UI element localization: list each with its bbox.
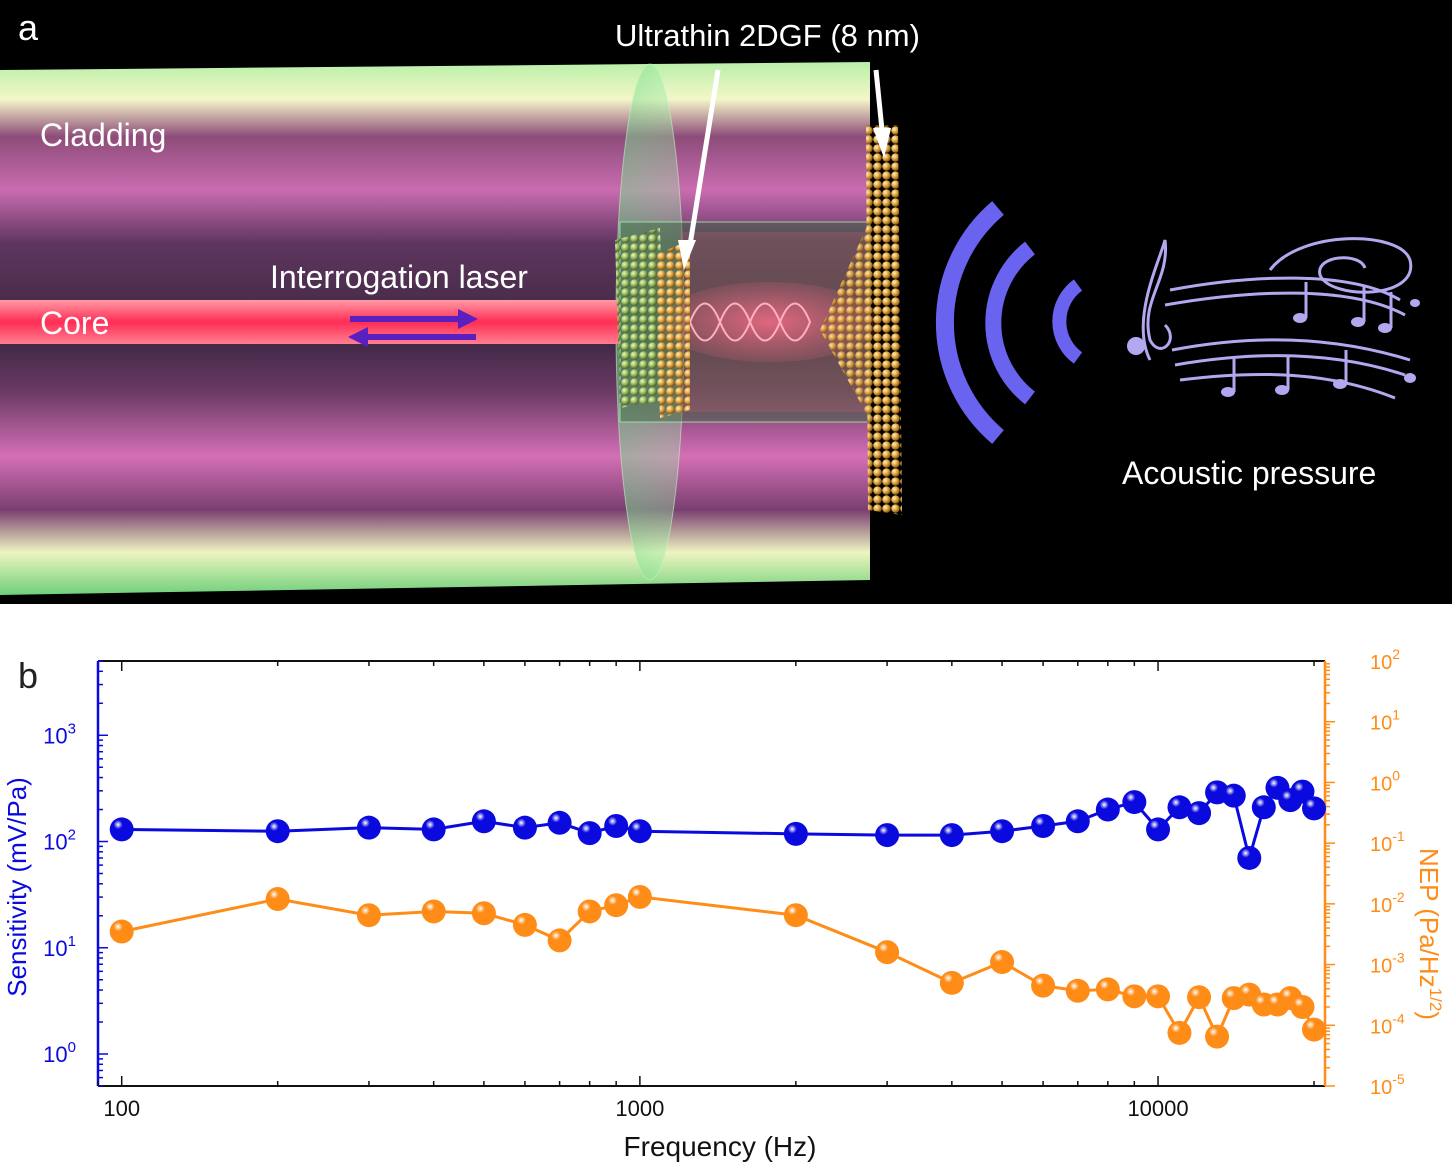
- y-left-tick-label: 102: [43, 827, 76, 855]
- nep-point: [1302, 1017, 1327, 1042]
- laser-interference-icon: [689, 302, 812, 342]
- x-tick-label: 100: [103, 1096, 140, 1121]
- sensitivity-point: [471, 809, 496, 834]
- nep-point: [1095, 977, 1120, 1002]
- laser-label: Interrogation laser: [270, 259, 528, 295]
- nep-point: [1167, 1020, 1192, 1045]
- sensitivity-point: [1187, 801, 1212, 826]
- laser-direction-arrows-icon: [348, 309, 478, 347]
- nep-point: [1122, 984, 1147, 1009]
- sensitivity-point: [356, 815, 381, 840]
- core-label: Core: [40, 305, 109, 341]
- nep-point: [547, 928, 572, 953]
- nep-point: [1146, 984, 1171, 1009]
- y-right-tick-label: 10-1: [1370, 828, 1405, 856]
- nep-line: [121, 895, 1316, 1041]
- y-right-tick-label: 10-4: [1370, 1010, 1405, 1038]
- graphene-film-icon: [866, 125, 902, 515]
- nep-point: [1065, 978, 1090, 1003]
- nep-point: [471, 901, 496, 926]
- sensitivity-point: [1237, 845, 1262, 870]
- y-right-tick-label: 101: [1370, 707, 1400, 735]
- graphene-film-inner-icon: [615, 228, 665, 408]
- sensitivity-point: [875, 823, 900, 848]
- sensitivity-point: [512, 815, 537, 840]
- nep-point: [990, 950, 1015, 975]
- nep-point: [265, 887, 290, 912]
- nep-point: [627, 884, 652, 909]
- panel-a-label: a: [18, 7, 39, 48]
- x-tick-label: 1000: [615, 1096, 664, 1121]
- x-tick-label: 10000: [1127, 1096, 1188, 1121]
- nep-point: [1187, 985, 1212, 1010]
- nep-point: [1031, 973, 1056, 998]
- graphene-label: Ultrathin 2DGF (8 nm): [615, 18, 920, 53]
- y-right-tick-label: 102: [1370, 646, 1400, 674]
- acoustic-label: Acoustic pressure: [1122, 455, 1376, 491]
- sensitivity-point: [1095, 797, 1120, 822]
- y-right-tick-label: 10-5: [1370, 1071, 1405, 1099]
- nep-point: [512, 912, 537, 937]
- sensitivity-point: [1146, 817, 1171, 842]
- sensitivity-point: [939, 823, 964, 848]
- nep-point: [604, 893, 629, 918]
- sensitivity-point: [990, 819, 1015, 844]
- nep-point: [939, 970, 964, 995]
- sensitivity-point: [627, 819, 652, 844]
- nep-point: [1290, 995, 1315, 1020]
- sensitivity-point: [1251, 795, 1276, 820]
- panel-b-chart: b 100 1000 10000 100 101 102 103 10-5 10-4 10-3 10…: [0, 604, 1452, 1175]
- sensitivity-nep-chart: b 100 1000 10000 100 101 102 103 10-5 10-4 10-3 10…: [2, 646, 1445, 1162]
- y-right-tick-label: 10-3: [1370, 950, 1405, 978]
- sensitivity-point: [1167, 795, 1192, 820]
- sensitivity-point: [109, 817, 134, 842]
- sound-wave-icon: [935, 201, 1083, 444]
- fiber-core: [0, 300, 620, 344]
- y-right-tick-label: 100: [1370, 767, 1400, 795]
- sensitivity-point: [1065, 809, 1090, 834]
- nep-point: [783, 903, 808, 928]
- sensitivity-point: [1122, 790, 1147, 815]
- music-notes-icon: [1127, 237, 1420, 400]
- nep-point: [356, 903, 381, 928]
- y-left-tick-label: 103: [43, 720, 76, 748]
- cladding-label: Cladding: [40, 117, 166, 153]
- sensitivity-point: [1302, 796, 1327, 821]
- callout-arrows-icon: [678, 69, 891, 270]
- sensitivity-point: [421, 817, 446, 842]
- x-axis-title: Frequency (Hz): [624, 1131, 817, 1162]
- sensitivity-point: [604, 813, 629, 838]
- y-axis-right-title: NEP (Pa/Hz1/2): [1414, 848, 1445, 1020]
- sensitivity-point: [1221, 783, 1246, 808]
- panel-a-illustration: a Ultrathin 2DGF (8 nm) Cladding Core In…: [0, 0, 1452, 604]
- nep-point: [421, 899, 446, 924]
- nep-point: [109, 919, 134, 944]
- fiber-sensor-schematic: a Ultrathin 2DGF (8 nm) Cladding Core In…: [0, 7, 1420, 595]
- sensitivity-point: [1031, 813, 1056, 838]
- sensitivity-point: [577, 821, 602, 846]
- nep-point: [875, 940, 900, 965]
- sensitivity-point: [265, 819, 290, 844]
- y-right-tick-label: 10-2: [1370, 889, 1405, 917]
- panel-b-label: b: [18, 655, 38, 696]
- nep-point: [577, 899, 602, 924]
- y-left-tick-label: 100: [43, 1039, 76, 1067]
- y-left-tick-label: 101: [43, 933, 76, 961]
- nep-point: [1205, 1024, 1230, 1049]
- sensitivity-point: [1290, 779, 1315, 804]
- sensitivity-point: [547, 810, 572, 835]
- sensitivity-point: [783, 821, 808, 846]
- y-axis-left-title: Sensitivity (mV/Pa): [2, 777, 32, 997]
